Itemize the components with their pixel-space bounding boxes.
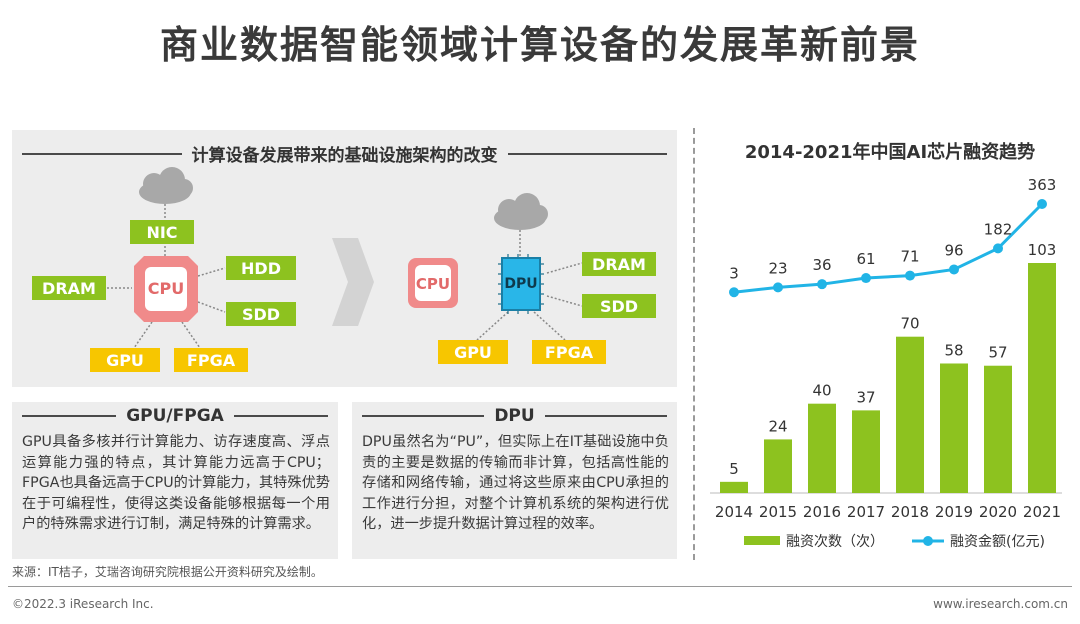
gpu-box: GPU: [90, 348, 160, 372]
gpu-fpga-panel: GPU/FPGA GPU具备多核并行计算能力、访存速度高、浮点运算能力强的特点，…: [12, 402, 338, 559]
line-point: [729, 287, 739, 298]
bar-value-label: 70: [900, 315, 919, 333]
line-value-label: 182: [984, 220, 1013, 238]
legend-line-marker: [923, 536, 933, 546]
bar-value-label: 24: [768, 417, 787, 435]
x-tick-label: 2014: [715, 503, 753, 521]
hdd-box: HDD: [226, 256, 296, 280]
sdd-box: SDD: [582, 294, 656, 318]
page-title: 商业数据智能领域计算设备的发展革新前景: [159, 23, 920, 67]
bar-value-label: 103: [1028, 241, 1057, 259]
bar-value-label: 40: [812, 382, 831, 400]
line-point: [817, 279, 827, 290]
bar-2019: [940, 363, 968, 493]
bar-value-label: 37: [856, 388, 875, 406]
line-value-label: 96: [944, 241, 963, 259]
x-tick-label: 2018: [891, 503, 929, 521]
x-tick-label: 2020: [979, 503, 1017, 521]
cpu-label: CPU: [147, 279, 185, 298]
dpu-label: DPU: [504, 276, 538, 292]
bar-2017: [852, 410, 880, 493]
x-tick-label: 2016: [803, 503, 841, 521]
line-point: [861, 273, 871, 284]
dpu-heading-label: DPU: [494, 406, 535, 426]
line-point: [1037, 199, 1047, 209]
architecture-panel: 计算设备发展带来的基础设施架构的改变: [12, 130, 677, 387]
sdd-box: SDD: [226, 302, 296, 326]
dpu-heading: DPU: [352, 406, 677, 426]
gpu-fpga-heading: GPU/FPGA: [12, 406, 338, 426]
line-point: [905, 270, 915, 281]
legend-bar-label: 融资次数（次）: [786, 534, 884, 550]
legend-line-label: 融资金额(亿元): [950, 534, 1045, 550]
legend-bar-swatch: [744, 536, 780, 545]
funding-chart: 5 2014 24 2015 40 2016 37 2017 70 2018 58 2019 57 202…: [710, 176, 1062, 550]
line-point: [993, 243, 1003, 254]
line-value-label: 36: [812, 256, 831, 274]
cpu-small-label: CPU: [415, 275, 451, 293]
bar-2021: [1028, 263, 1056, 493]
x-tick-label: 2021: [1023, 503, 1061, 521]
gpu-box: GPU: [438, 340, 508, 364]
line-value-label: 363: [1028, 176, 1057, 194]
line-value-label: 23: [768, 259, 787, 277]
line-value-label: 71: [900, 248, 919, 266]
dpu-text: DPU虽然名为“PU”，但实际上在IT基础设施中负责的主要是数据的传输而非计算，…: [362, 434, 669, 532]
bar-2014: [720, 481, 748, 493]
line-series-amount: [733, 202, 1044, 294]
source-note: 来源：IT桔子，艾瑞咨询研究院根据公开资料研究及绘制。: [12, 565, 323, 579]
copyright: ©2022.3 iResearch Inc.: [12, 597, 154, 611]
line-value-label: 3: [729, 264, 739, 282]
fpga-box: FPGA: [532, 340, 606, 364]
dram-box: DRAM: [582, 252, 656, 276]
cpu-chip-icon: [408, 258, 458, 308]
architecture-heading-label: 计算设备发展带来的基础设施架构的改变: [191, 146, 498, 166]
fpga-box: FPGA: [174, 348, 248, 372]
chart-title: 2014-2021年中国AI芯片融资趋势: [744, 142, 1036, 163]
x-tick-label: 2015: [759, 503, 797, 521]
bar-value-label: 57: [988, 344, 1007, 362]
vertical-divider: [693, 128, 695, 560]
line-point: [773, 282, 783, 293]
bar-value-label: 5: [729, 460, 739, 478]
nic-box: NIC: [130, 220, 194, 244]
x-tick-label: 2017: [847, 503, 885, 521]
line-point: [949, 264, 959, 275]
gpu-fpga-heading-label: GPU/FPGA: [126, 406, 224, 426]
bar-2016: [808, 403, 836, 493]
cpu-chip-icon: [134, 256, 198, 322]
bar-2020: [984, 365, 1012, 493]
bar-value-label: 58: [944, 341, 963, 359]
dpu-chip-icon: [498, 254, 544, 314]
dram-box: DRAM: [32, 276, 106, 300]
dpu-panel: DPU DPU虽然名为“PU”，但实际上在IT基础设施中负责的主要是数据的传输而…: [352, 402, 677, 559]
x-tick-label: 2019: [935, 503, 973, 521]
cloud-icon: [139, 167, 193, 204]
architecture-diagram: [107, 167, 583, 349]
architecture-heading: 计算设备发展带来的基础设施架构的改变: [12, 141, 677, 166]
arrow-icon: [332, 238, 374, 326]
bar-2015: [764, 439, 792, 493]
line-value-label: 61: [856, 250, 875, 268]
website-url: www.iresearch.com.cn: [933, 597, 1068, 611]
cloud-icon: [494, 193, 548, 230]
footer-divider: [8, 586, 1072, 587]
bar-2018: [896, 336, 924, 493]
gpu-fpga-text: GPU具备多核并行计算能力、访存速度高、浮点运算能力强的特点，其计算能力远高于C…: [22, 434, 330, 532]
